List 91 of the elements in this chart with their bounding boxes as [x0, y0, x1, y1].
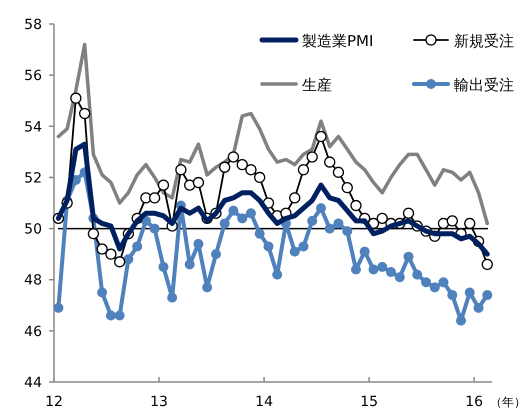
point	[132, 241, 142, 252]
point	[79, 108, 90, 120]
legend-label: 輸出受注	[454, 76, 514, 94]
point	[175, 164, 187, 176]
y-tick-label: 54	[24, 119, 42, 136]
y-tick-label: 56	[24, 68, 42, 84]
point	[315, 130, 327, 142]
point	[412, 270, 422, 280]
x-tick-label: 13	[150, 394, 168, 410]
point	[88, 228, 100, 240]
point	[245, 164, 257, 176]
point	[192, 176, 204, 188]
point	[376, 212, 388, 224]
point	[333, 218, 344, 228]
point	[184, 179, 196, 191]
point	[272, 270, 282, 280]
point	[342, 182, 353, 194]
point	[324, 224, 335, 234]
point	[446, 215, 458, 227]
y-tick-label: 50	[24, 222, 42, 238]
point	[106, 310, 116, 321]
y-tick-label: 52	[24, 170, 42, 186]
point	[456, 316, 466, 326]
point	[438, 277, 448, 288]
point	[254, 172, 266, 184]
point	[202, 282, 212, 292]
point	[474, 302, 484, 313]
point	[167, 292, 178, 303]
point	[220, 218, 230, 228]
point	[306, 151, 318, 163]
point	[210, 249, 221, 260]
point	[307, 216, 318, 226]
legend-label: 製造業PMI	[302, 32, 374, 50]
point	[246, 208, 256, 218]
point	[70, 92, 82, 104]
legend-label: 新規受注	[454, 32, 514, 50]
point	[184, 259, 195, 270]
point	[332, 166, 344, 178]
point	[360, 246, 370, 257]
point	[105, 248, 117, 260]
point	[298, 164, 310, 176]
y-tick-label: 46	[24, 324, 42, 340]
point	[377, 262, 388, 272]
point	[482, 290, 492, 300]
x-tick-label: 14	[255, 394, 274, 410]
point	[438, 218, 450, 230]
point	[237, 213, 248, 224]
point	[150, 224, 160, 234]
point	[289, 192, 300, 204]
y-tick-label: 48	[24, 272, 42, 289]
point	[193, 238, 204, 249]
y-tick-label: 44	[24, 375, 42, 391]
x-tick-label: 15	[360, 394, 378, 410]
point	[386, 267, 396, 278]
point	[368, 264, 379, 274]
point	[148, 192, 160, 204]
point	[350, 264, 361, 274]
point	[96, 243, 108, 255]
point	[464, 288, 475, 298]
point	[324, 156, 336, 168]
point	[254, 228, 265, 239]
legend-label: 生産	[302, 76, 332, 94]
point	[298, 241, 308, 252]
point	[350, 200, 362, 212]
point	[228, 151, 240, 163]
point	[316, 203, 326, 214]
point	[97, 288, 108, 298]
point	[236, 158, 248, 170]
point	[53, 302, 64, 313]
point	[430, 282, 440, 292]
point	[342, 226, 352, 236]
point	[290, 246, 300, 257]
point	[158, 179, 170, 191]
y-tick-label: 58	[24, 17, 42, 33]
x-tick-label: 12	[45, 394, 63, 410]
point	[482, 258, 493, 270]
point	[114, 310, 125, 321]
point	[219, 162, 230, 173]
point	[228, 206, 238, 216]
point	[403, 252, 414, 262]
point	[402, 208, 414, 219]
x-tick-label: 16	[465, 394, 484, 410]
point	[394, 272, 405, 282]
point	[447, 290, 458, 300]
point	[123, 254, 134, 264]
point	[114, 256, 126, 268]
point	[263, 241, 274, 252]
point	[158, 262, 168, 272]
x-axis-title: （年）	[490, 395, 526, 409]
point	[421, 277, 432, 288]
point	[464, 218, 476, 230]
